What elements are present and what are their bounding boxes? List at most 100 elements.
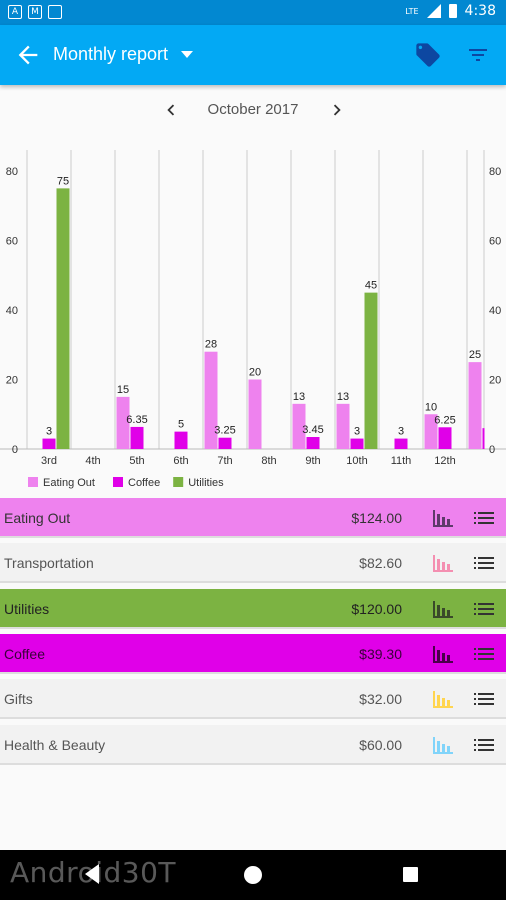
x-tick-label: 11th <box>391 455 412 467</box>
data-label: 75 <box>57 175 69 187</box>
data-label: 28 <box>205 339 217 351</box>
bar-eating-out <box>204 351 218 449</box>
category-name: Gifts <box>4 691 33 708</box>
month-navigation: October 2017 <box>0 95 506 125</box>
bar-coffee <box>306 437 320 449</box>
bar-chart-icon[interactable] <box>432 553 454 573</box>
tag-icon[interactable] <box>414 41 442 69</box>
y-tick-label-right: 40 <box>489 305 501 317</box>
back-arrow-icon[interactable] <box>14 41 42 69</box>
y-tick-label-left: 20 <box>6 375 18 387</box>
bar-coffee <box>394 438 408 449</box>
category-row[interactable]: Eating Out $124.00 <box>0 498 506 538</box>
category-name: Eating Out <box>4 510 71 526</box>
category-amount: $120.00 <box>351 600 402 617</box>
month-label: October 2017 <box>207 101 299 118</box>
bar-eating-out-partial <box>468 362 482 449</box>
next-month-chevron-icon[interactable] <box>326 99 348 121</box>
list-icon[interactable] <box>474 691 494 707</box>
legend-label: Eating Out <box>43 477 95 489</box>
data-label: 3 <box>354 426 360 438</box>
list-icon[interactable] <box>474 646 494 662</box>
y-tick-label-left: 0 <box>12 444 18 456</box>
list-icon[interactable] <box>474 555 494 571</box>
category-amount: $82.60 <box>359 555 402 572</box>
previous-month-chevron-icon[interactable] <box>160 99 182 121</box>
data-label: 13 <box>293 391 305 403</box>
data-label: 45 <box>365 280 377 292</box>
category-row[interactable]: Health & Beauty $60.00 <box>0 724 506 765</box>
dropdown-arrow-icon[interactable] <box>180 50 194 60</box>
category-row[interactable]: Utilities $120.00 <box>0 588 506 629</box>
y-tick-label-left: 60 <box>6 236 18 248</box>
category-name: Utilities <box>4 600 50 617</box>
nav-recents-icon[interactable] <box>403 867 418 882</box>
data-label: 15 <box>117 384 129 396</box>
nav-back-icon[interactable] <box>83 863 101 885</box>
x-tick-label: 6th <box>173 455 188 467</box>
category-row[interactable]: Gifts $32.00 <box>0 679 506 720</box>
signal-icon <box>426 4 441 18</box>
bar-chart-icon[interactable] <box>432 644 454 664</box>
status-bar: A M LTE 4:38 <box>0 0 506 25</box>
battery-icon <box>448 4 457 18</box>
category-amount: $124.00 <box>351 510 402 526</box>
bar-chart-icon[interactable] <box>432 735 454 755</box>
category-name: Health & Beauty <box>4 736 106 753</box>
data-label: 5 <box>178 419 184 431</box>
data-label: 10 <box>425 401 437 413</box>
data-label: 3.25 <box>214 425 235 437</box>
network-type: LTE <box>405 6 419 16</box>
category-row[interactable]: Coffee $39.30 <box>0 633 506 674</box>
bar-eating-out <box>424 414 438 449</box>
data-label: 20 <box>249 367 261 379</box>
bar-coffee <box>174 431 188 449</box>
sd-card-icon <box>48 5 62 19</box>
y-tick-label-left: 80 <box>6 166 18 178</box>
bar-chart-icon[interactable] <box>432 599 454 619</box>
legend-swatch <box>28 477 38 487</box>
x-tick-label: 5th <box>129 455 144 467</box>
legend-swatch <box>173 477 184 487</box>
data-label: 3.45 <box>302 424 323 436</box>
x-tick-label: 4th <box>85 455 100 467</box>
list-icon[interactable] <box>474 737 494 753</box>
bar-coffee <box>130 426 144 449</box>
x-tick-label: 3rd <box>41 455 57 467</box>
data-label: 25 <box>469 349 481 361</box>
y-tick-label-right: 20 <box>489 375 501 387</box>
category-row[interactable]: Transportation $82.60 <box>0 543 506 584</box>
nav-home-icon[interactable] <box>244 866 262 884</box>
bar-coffee <box>42 438 56 449</box>
x-tick-label: 8th <box>261 455 276 467</box>
x-tick-label: 7th <box>217 455 232 467</box>
data-label: 13 <box>337 391 349 403</box>
bar-coffee <box>350 438 364 449</box>
category-amount: $60.00 <box>359 736 402 753</box>
bar-eating-out <box>248 379 262 449</box>
bar-chart-icon[interactable] <box>432 508 454 528</box>
bar-coffee-partial <box>482 428 485 449</box>
category-name: Transportation <box>4 555 94 572</box>
filter-icon[interactable] <box>466 43 490 67</box>
legend-label: Coffee <box>128 477 160 489</box>
page-title[interactable]: Monthly report <box>53 44 169 64</box>
data-label: 3 <box>398 426 404 438</box>
legend-swatch <box>113 477 123 487</box>
bar-eating-out <box>292 403 306 449</box>
data-label: 6.35 <box>126 414 147 426</box>
y-tick-label-left: 40 <box>6 305 18 317</box>
bar-utilities <box>56 188 70 449</box>
daily-expense-chart: 0 0 20 20 40 40 60 60 80 80 3rd 3 75 4th 5th 15 6.35 6th 5… <box>0 140 506 495</box>
list-icon[interactable] <box>474 601 494 617</box>
system-nav-bar: Android30T <box>0 850 506 900</box>
bar-chart-icon[interactable] <box>432 689 454 709</box>
list-icon[interactable] <box>474 510 494 526</box>
category-amount: $32.00 <box>359 691 402 708</box>
bar-utilities <box>364 292 378 449</box>
y-tick-label-right: 80 <box>489 166 501 178</box>
data-label: 3 <box>46 426 52 438</box>
bar-coffee <box>438 427 452 449</box>
clock: 4:38 <box>464 3 496 19</box>
bar-eating-out <box>116 396 130 449</box>
